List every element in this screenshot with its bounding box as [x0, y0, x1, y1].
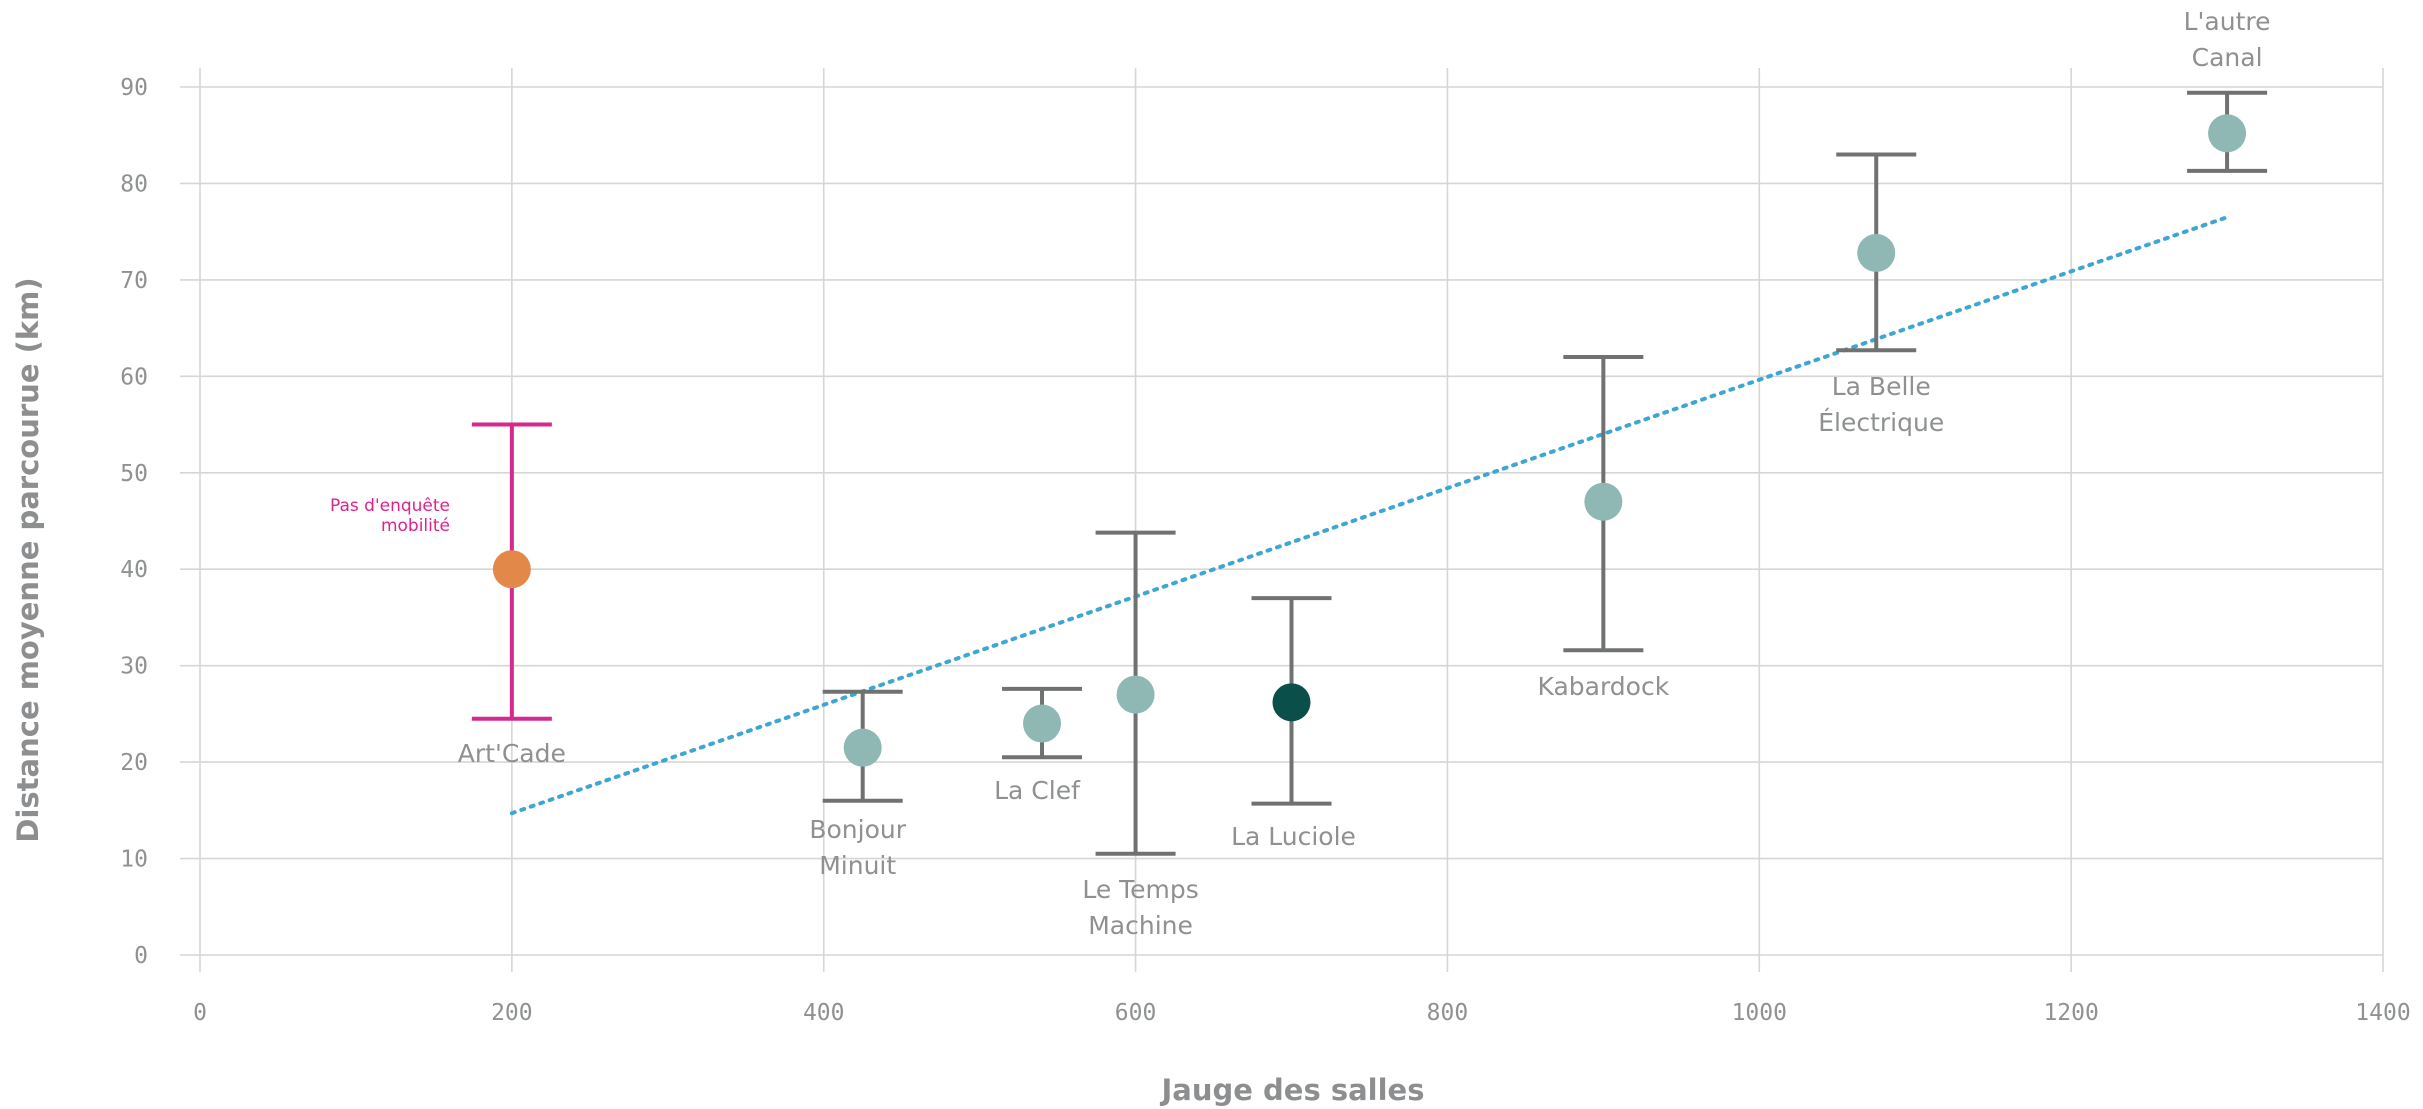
x-tick-label: 600 [1115, 1000, 1157, 1026]
x-tick-label: 0 [193, 1000, 207, 1026]
x-tick-label: 800 [1427, 1000, 1469, 1026]
point-label-line: Le Temps [1082, 875, 1198, 904]
annotation-label: Pas d'enquête mobilité [330, 496, 450, 536]
data-point [1584, 482, 1623, 521]
annotation-line: Pas d'enquête [330, 496, 450, 516]
point-label: Bonjour Minuit [809, 815, 906, 880]
annotations: Pas d'enquête mobilité [330, 496, 450, 536]
x-tick-label: 1000 [1732, 1000, 1787, 1026]
x-tick-label: 400 [803, 1000, 845, 1026]
x-axis-title: Jauge des salles [1160, 1073, 1425, 1107]
y-tick-label: 40 [120, 557, 148, 583]
data-point [492, 550, 531, 589]
point-label: Kabardock [1538, 672, 1670, 701]
data-point [1023, 704, 1062, 743]
x-tick-label: 200 [491, 1000, 533, 1026]
point-label: L'autre Canal [2184, 7, 2271, 72]
data-point [2208, 114, 2247, 153]
y-tick-label: 30 [120, 654, 148, 680]
point-label-line: Machine [1088, 911, 1193, 940]
y-tick-label: 90 [120, 75, 148, 101]
y-tick-label: 70 [120, 268, 148, 294]
data-point [1272, 683, 1311, 722]
y-axis-title: Distance moyenne parcourue (km) [11, 277, 45, 842]
y-tick-label: 0 [134, 943, 148, 969]
point-label-line: Électrique [1818, 408, 1944, 437]
trendline [509, 215, 2230, 816]
y-tick-label: 60 [120, 364, 148, 390]
point-label: Art'Cade [458, 739, 566, 768]
y-tick-label: 10 [120, 847, 148, 873]
point-label: La Clef [994, 776, 1081, 805]
point-label-line: La Belle [1832, 372, 1931, 401]
point-label-line: L'autre [2184, 7, 2271, 36]
data-point [1116, 675, 1155, 714]
point-label-line: Minuit [819, 851, 896, 880]
annotation-line: mobilité [381, 516, 450, 536]
y-axis-tick-labels: 0 10 20 30 40 50 60 70 80 90 [120, 75, 148, 969]
x-tick-label: 1200 [2043, 1000, 2098, 1026]
point-label-line: Bonjour [809, 815, 906, 844]
point-label: Le Temps Machine [1082, 875, 1198, 940]
y-tick-label: 20 [120, 750, 148, 776]
x-tick-label: 1400 [2355, 1000, 2410, 1026]
point-label-line: Canal [2192, 43, 2263, 72]
data-points [492, 114, 2247, 767]
x-axis-tick-labels: 0 200 400 600 800 1000 1200 1400 [193, 1000, 2411, 1026]
y-tick-label: 50 [120, 461, 148, 487]
point-label: La Luciole [1231, 822, 1356, 851]
y-tick-label: 80 [120, 171, 148, 197]
data-point [843, 728, 882, 767]
point-labels: Art'Cade Bonjour Minuit La Clef Le Temps Mach… [458, 7, 2271, 940]
trendline-layer [509, 215, 2230, 816]
point-label: La Belle Électrique [1818, 372, 1944, 437]
data-point [1857, 233, 1896, 272]
